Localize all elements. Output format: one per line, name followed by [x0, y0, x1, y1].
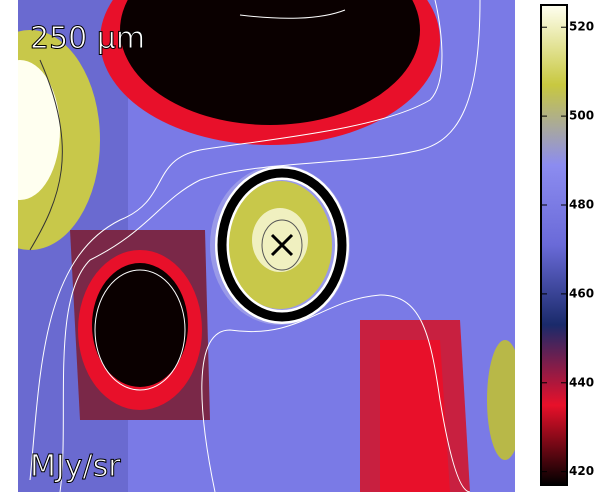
unit-label: MJy/sr [30, 449, 121, 484]
colorbar-tick-label: 480 [569, 198, 594, 212]
colorbar-tick-label: 460 [569, 286, 594, 300]
colorbar-tick-label: 520 [569, 20, 594, 34]
band-label: 250 μm [30, 21, 145, 56]
map-image [18, 0, 515, 492]
colorbar [540, 4, 568, 486]
colorbar-tick-label: 420 [569, 464, 594, 478]
colorbar-tick-label: 500 [569, 109, 594, 123]
colorbar-tick-label: 440 [569, 375, 594, 389]
